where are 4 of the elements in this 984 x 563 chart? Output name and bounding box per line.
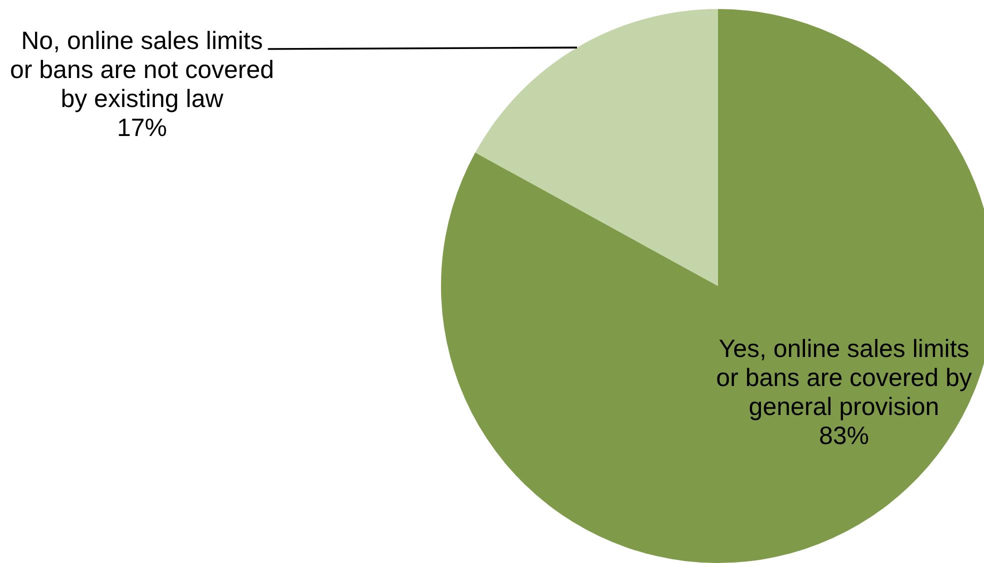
data-label: 17%: [116, 114, 168, 142]
slice-label: No, online sales limits or bans are not covered by existing law: [10, 27, 274, 113]
data-label: 83%: [818, 422, 870, 450]
slice-label: Yes, online sales limits or bans are covered by general provision: [716, 335, 972, 421]
